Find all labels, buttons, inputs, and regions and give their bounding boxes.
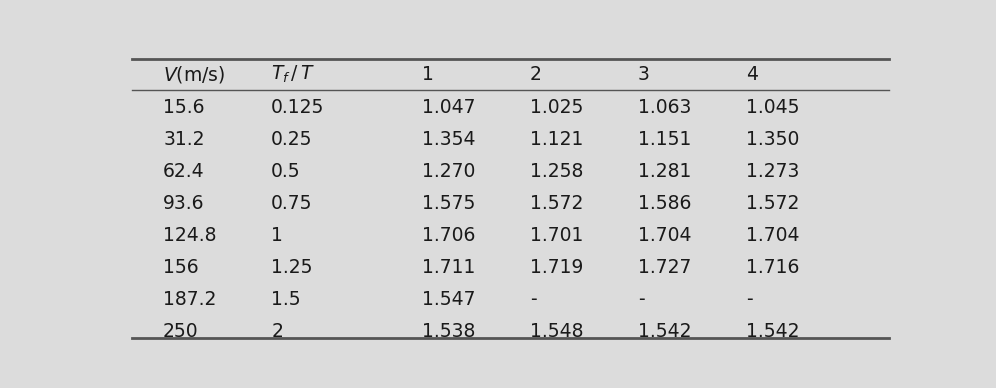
Text: 1.586: 1.586 [637, 194, 691, 213]
Text: 1.575: 1.575 [421, 194, 475, 213]
Text: 1.121: 1.121 [530, 130, 583, 149]
Text: 1.542: 1.542 [637, 322, 691, 341]
Text: 1.701: 1.701 [530, 226, 583, 245]
Text: 3: 3 [637, 64, 649, 83]
Text: 1.047: 1.047 [421, 98, 475, 117]
Text: 1.719: 1.719 [530, 258, 583, 277]
Text: 187.2: 187.2 [163, 290, 216, 309]
Text: 1.273: 1.273 [746, 162, 799, 181]
Text: 62.4: 62.4 [163, 162, 205, 181]
Text: $\mathit{V}\mathrm{(m/s)}$: $\mathit{V}\mathrm{(m/s)}$ [163, 64, 225, 85]
Text: 1: 1 [421, 64, 433, 83]
Text: -: - [530, 290, 537, 309]
Text: 0.125: 0.125 [271, 98, 325, 117]
Text: 93.6: 93.6 [163, 194, 204, 213]
Text: 1.258: 1.258 [530, 162, 583, 181]
Text: 1.538: 1.538 [421, 322, 475, 341]
Text: 4: 4 [746, 64, 758, 83]
Text: 1.572: 1.572 [746, 194, 799, 213]
Text: 0.75: 0.75 [271, 194, 313, 213]
Text: 1.045: 1.045 [746, 98, 800, 117]
Text: 1.727: 1.727 [637, 258, 691, 277]
Text: 2: 2 [530, 64, 542, 83]
Text: 0.25: 0.25 [271, 130, 313, 149]
Text: 1.706: 1.706 [421, 226, 475, 245]
Text: 1.281: 1.281 [637, 162, 691, 181]
Text: 2: 2 [271, 322, 283, 341]
Text: 1.25: 1.25 [271, 258, 313, 277]
Text: 1.716: 1.716 [746, 258, 799, 277]
Text: 250: 250 [163, 322, 199, 341]
Text: -: - [637, 290, 644, 309]
Text: 1.547: 1.547 [421, 290, 475, 309]
Text: 1.151: 1.151 [637, 130, 691, 149]
Text: 124.8: 124.8 [163, 226, 216, 245]
Text: $T_f\,/\,T$: $T_f\,/\,T$ [271, 63, 315, 85]
Text: 1.711: 1.711 [421, 258, 475, 277]
Text: 1.548: 1.548 [530, 322, 584, 341]
Text: -: - [746, 290, 753, 309]
Text: 15.6: 15.6 [163, 98, 204, 117]
Text: 1: 1 [271, 226, 283, 245]
Text: 1.572: 1.572 [530, 194, 583, 213]
Text: 1.542: 1.542 [746, 322, 800, 341]
Text: 156: 156 [163, 258, 199, 277]
Text: 1.354: 1.354 [421, 130, 475, 149]
Text: 1.350: 1.350 [746, 130, 799, 149]
Text: 1.704: 1.704 [746, 226, 800, 245]
Text: 1.025: 1.025 [530, 98, 583, 117]
Text: 1.5: 1.5 [271, 290, 301, 309]
Text: 1.270: 1.270 [421, 162, 475, 181]
Text: 31.2: 31.2 [163, 130, 204, 149]
Text: 0.5: 0.5 [271, 162, 301, 181]
Text: 1.704: 1.704 [637, 226, 691, 245]
Text: 1.063: 1.063 [637, 98, 691, 117]
